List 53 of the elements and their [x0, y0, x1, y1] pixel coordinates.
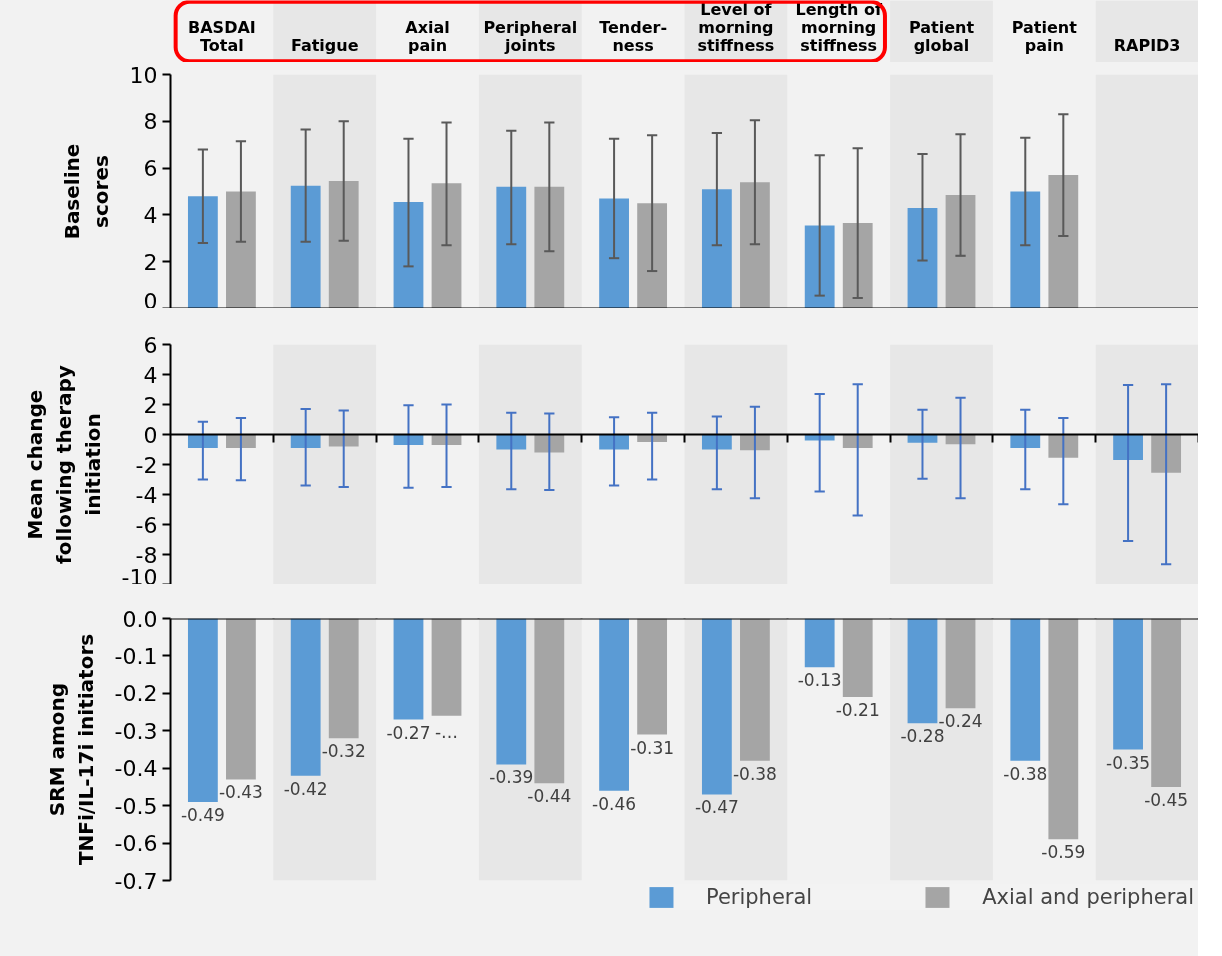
- y-tick-label: -0.1: [114, 643, 158, 669]
- data-label: -0.47: [694, 797, 739, 818]
- x-tick-label: Fatigue: [290, 36, 359, 56]
- x-tick-label: Level of morning stiffness: [697, 0, 775, 56]
- data-label: -0.38: [1003, 763, 1048, 784]
- y-tick-label: 2: [143, 249, 158, 275]
- y-tick-label: 10: [129, 62, 158, 88]
- data-label: -0.32: [321, 741, 366, 762]
- x-tick-label: BASDAI Total: [188, 18, 256, 56]
- y-tick-label: -0.5: [114, 793, 158, 819]
- data-label: -0.31: [630, 737, 675, 758]
- data-label: -0.45: [1144, 789, 1189, 810]
- data-label: -0.39: [489, 767, 534, 788]
- legend-label: Axial and peripheral: [982, 885, 1194, 909]
- x-tick-label: Patient pain: [1011, 18, 1078, 56]
- y-tick-label: -0.6: [114, 831, 158, 857]
- data-label: -…: [434, 721, 459, 742]
- data-label: -0.49: [180, 804, 225, 825]
- y-tick-label: 0: [143, 288, 158, 314]
- y-tick-label: -2: [135, 452, 158, 478]
- y-axis-title: SRM among TNFi/IL-17i initiators: [44, 633, 98, 866]
- y-tick-label: -4: [135, 482, 158, 508]
- y-tick-label: -0.4: [114, 756, 158, 782]
- y-axis-title: Mean change following therapy initiation: [22, 365, 105, 564]
- x-tick-label: Axial pain: [405, 18, 450, 56]
- y-tick-label: 6: [143, 156, 158, 182]
- data-label: -0.21: [835, 700, 880, 721]
- data-label: -0.38: [732, 763, 777, 784]
- data-label: -0.27: [386, 722, 431, 743]
- data-label: -0.46: [592, 793, 637, 814]
- y-tick-label: 0.0: [122, 606, 158, 632]
- data-label: -0.43: [218, 782, 263, 803]
- data-label: -0.59: [1041, 842, 1086, 863]
- y-tick-label: -0.2: [114, 681, 158, 707]
- x-tick-label: Patient global: [908, 18, 975, 56]
- legend-label: Peripheral: [705, 885, 813, 909]
- y-tick-label: 2: [143, 392, 158, 418]
- y-tick-label: -0.7: [114, 868, 158, 894]
- data-label: -0.35: [1106, 752, 1151, 773]
- data-label: -0.44: [527, 786, 572, 807]
- x-tick-label: Peripheral joints: [483, 18, 578, 56]
- x-tick-label: Tender- ness: [599, 18, 668, 56]
- y-tick-label: 0: [143, 422, 158, 448]
- y-tick-label: 4: [143, 202, 158, 228]
- y-tick-label: 8: [143, 109, 158, 135]
- y-tick-label: 4: [143, 362, 158, 388]
- y-axis-title: Baseline scores: [59, 143, 113, 240]
- data-label: -0.13: [797, 670, 842, 691]
- data-label: -0.42: [283, 778, 328, 799]
- x-tick-label: RAPID3: [1113, 36, 1181, 56]
- y-tick-label: 6: [143, 332, 158, 358]
- y-tick-label: -6: [135, 512, 158, 538]
- y-tick-label: -0.3: [114, 718, 158, 744]
